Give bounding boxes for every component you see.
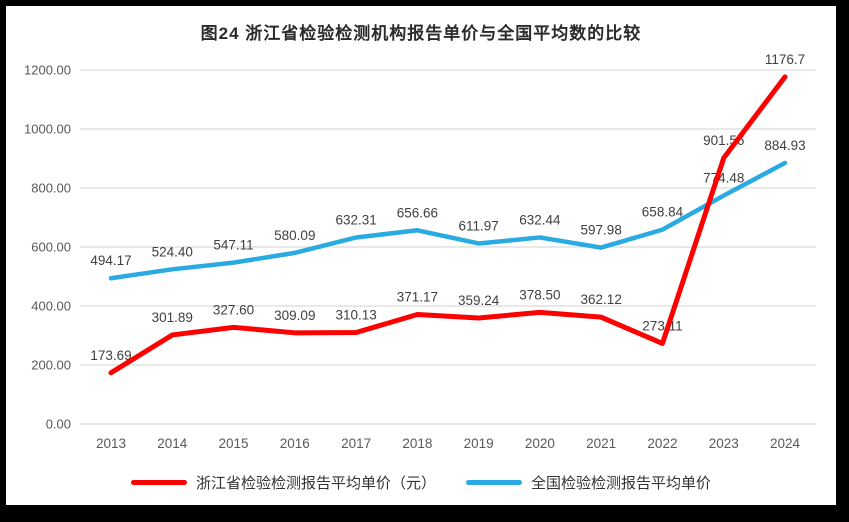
zhejiang-data-label: 273.11	[642, 318, 682, 333]
zhejiang-data-label: 371.17	[397, 290, 438, 305]
legend-label-national: 全国检验检测报告平均单价	[531, 474, 712, 492]
zhejiang-data-label: 310.13	[335, 308, 376, 323]
national-data-label: 656.66	[397, 205, 438, 220]
chart-title: 图24 浙江省检验检测机构报告单价与全国平均数的比较	[200, 24, 642, 43]
national-series-line	[108, 160, 788, 281]
zhejiang-data-label: 309.09	[274, 308, 315, 323]
x-axis-tick-label: 2018	[402, 436, 432, 451]
x-axis-tick-label: 2021	[586, 436, 616, 451]
national-data-label: 580.09	[274, 228, 315, 243]
x-axis-tick-label: 2013	[96, 436, 126, 451]
x-axis-tick-label: 2024	[770, 436, 801, 451]
y-axis-tick-label: 400.00	[31, 299, 71, 314]
zhejiang-line-swatch	[130, 479, 187, 485]
national-data-label: 611.97	[458, 218, 498, 233]
national-data-label: 632.31	[335, 212, 376, 227]
national-data-label: 494.17	[90, 253, 131, 268]
y-axis-tick-label: 800.00	[31, 181, 71, 196]
x-axis-tick-label: 2020	[525, 436, 555, 451]
y-axis-tick-label: 1000.00	[24, 122, 71, 137]
chart-frame: 图24 浙江省检验检测机构报告单价与全国平均数的比较 0.00 200.00 400…	[6, 6, 836, 505]
x-axis-tick-label: 2017	[341, 436, 371, 451]
x-axis-tick-label: 2015	[219, 436, 249, 451]
legend-label-zhejiang: 浙江省检验检测报告平均单价（元）	[195, 474, 436, 492]
national-data-label: 632.44	[519, 212, 561, 227]
y-axis-tick-label: 0.00	[46, 417, 71, 432]
zhejiang-data-label: 362.12	[581, 292, 622, 307]
zhejiang-data-label: 359.24	[458, 293, 500, 308]
national-data-label: 884.93	[764, 138, 805, 153]
y-axis-tick-label: 600.00	[31, 240, 71, 255]
zhejiang-data-label: 173.69	[90, 348, 131, 363]
national-data-label: 547.11	[213, 238, 253, 253]
x-axis-tick-label: 2019	[464, 436, 494, 451]
x-axis-tick-label: 2016	[280, 436, 310, 451]
zhejiang-data-label: 378.50	[519, 287, 560, 302]
x-axis-tick-label: 2014	[157, 436, 188, 451]
legend-item-national: 全国检验检测报告平均单价	[466, 472, 711, 493]
zhejiang-data-label: 1176.7	[765, 52, 805, 67]
zhejiang-series-line	[108, 74, 788, 376]
national-data-label: 658.84	[642, 205, 684, 220]
chart-canvas: 0.00 200.00 400.00 600.00 800.00 1000.00 1200.…	[24, 52, 816, 451]
national-data-label: 774.48	[703, 171, 744, 186]
y-axis-tick-label: 1200.00	[24, 63, 71, 78]
chart-legend: 浙江省检验检测报告平均单价（元） 全国检验检测报告平均单价	[6, 467, 836, 497]
y-axis-tick-label: 200.00	[31, 358, 71, 373]
x-axis-tick-label: 2022	[647, 436, 677, 451]
national-data-label: 597.98	[581, 223, 622, 238]
zhejiang-data-label: 327.60	[213, 302, 254, 317]
national-data-label: 524.40	[152, 244, 193, 259]
x-axis-tick-label: 2023	[709, 436, 739, 451]
legend-item-zhejiang: 浙江省检验检测报告平均单价（元）	[130, 472, 436, 493]
zhejiang-data-label: 301.89	[152, 310, 193, 325]
national-line-swatch	[466, 479, 522, 485]
